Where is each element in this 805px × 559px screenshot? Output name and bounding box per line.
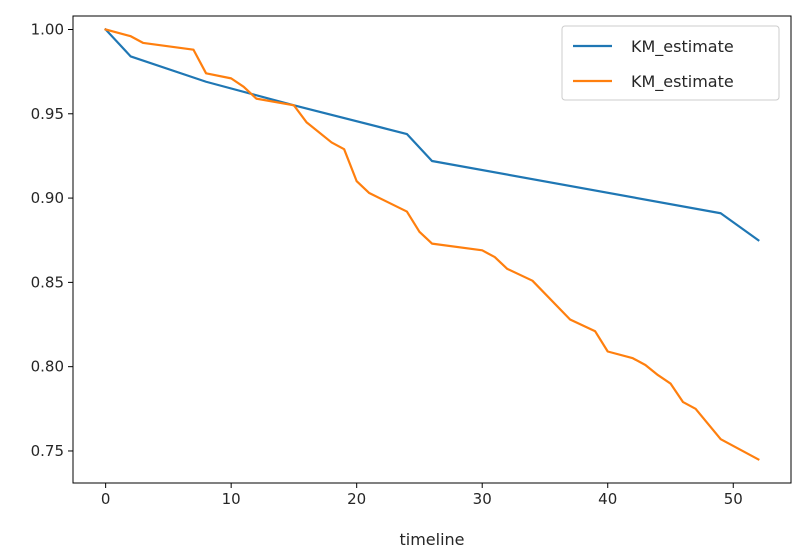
x-tick-label: 10	[222, 490, 241, 508]
x-tick-label: 0	[101, 490, 111, 508]
series-line-1	[104, 27, 760, 242]
legend-label: KM_estimate	[631, 72, 734, 92]
legend-label: KM_estimate	[631, 37, 734, 57]
axes-frame	[72, 15, 792, 484]
x-axis-label: timeline	[399, 530, 464, 549]
series-line-2	[104, 28, 760, 461]
x-tick-label: 20	[347, 490, 366, 508]
series-lines	[104, 27, 760, 461]
x-tick-label: 40	[598, 490, 617, 508]
y-axis: 0.75 0.80 0.85 0.90 0.95 1.00	[31, 20, 73, 460]
x-tick-label: 50	[724, 490, 743, 508]
y-tick-label: 0.80	[31, 358, 64, 376]
y-tick-label: 0.95	[31, 105, 64, 123]
legend-box	[561, 25, 780, 101]
y-tick-label: 0.85	[31, 273, 64, 291]
x-axis: 0 10 20 30 40 50	[101, 483, 743, 508]
x-tick-label: 30	[473, 490, 492, 508]
y-tick-label: 1.00	[31, 20, 64, 38]
y-tick-label: 0.75	[31, 442, 64, 460]
legend: KM_estimate KM_estimate	[561, 25, 780, 101]
y-tick-label: 0.90	[31, 189, 64, 207]
